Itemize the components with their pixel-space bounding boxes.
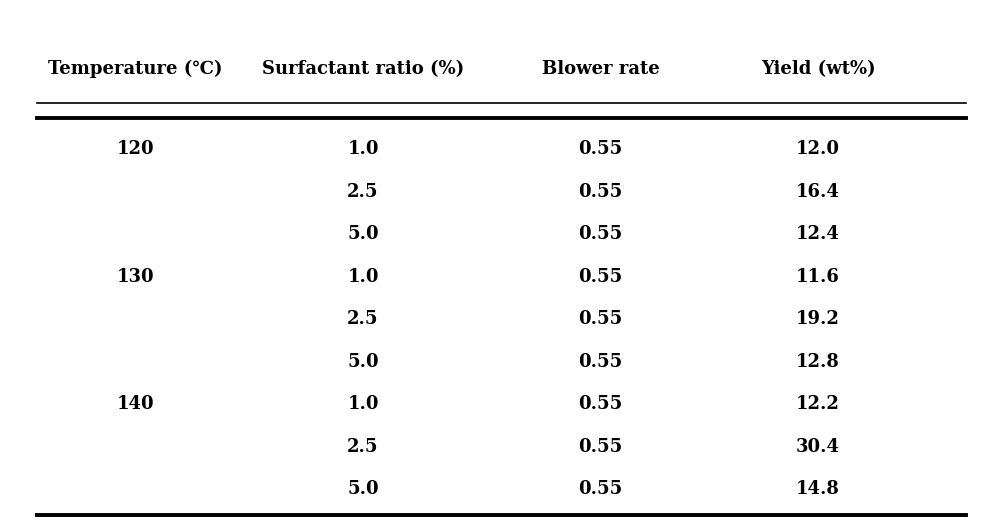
Text: 140: 140 — [116, 395, 154, 413]
Text: 11.6: 11.6 — [796, 268, 839, 286]
Text: 0.55: 0.55 — [578, 226, 622, 244]
Text: 0.55: 0.55 — [578, 395, 622, 413]
Text: 0.55: 0.55 — [578, 140, 622, 159]
Text: 5.0: 5.0 — [347, 226, 379, 244]
Text: Blower rate: Blower rate — [541, 60, 658, 78]
Text: Yield (wt%): Yield (wt%) — [760, 60, 875, 78]
Text: 1.0: 1.0 — [347, 140, 379, 159]
Text: 12.2: 12.2 — [796, 395, 839, 413]
Text: 1.0: 1.0 — [347, 395, 379, 413]
Text: 0.55: 0.55 — [578, 480, 622, 498]
Text: 19.2: 19.2 — [796, 310, 839, 328]
Text: 130: 130 — [116, 268, 154, 286]
Text: 1.0: 1.0 — [347, 268, 379, 286]
Text: 12.8: 12.8 — [796, 353, 839, 371]
Text: 2.5: 2.5 — [347, 310, 379, 328]
Text: 12.0: 12.0 — [796, 140, 840, 159]
Text: 0.55: 0.55 — [578, 310, 622, 328]
Text: 30.4: 30.4 — [796, 438, 840, 456]
Text: 120: 120 — [116, 140, 154, 159]
Text: Surfactant ratio (%): Surfactant ratio (%) — [262, 60, 464, 78]
Text: 2.5: 2.5 — [347, 183, 379, 201]
Text: 2.5: 2.5 — [347, 438, 379, 456]
Text: 5.0: 5.0 — [347, 353, 379, 371]
Text: 5.0: 5.0 — [347, 480, 379, 498]
Text: Temperature (℃): Temperature (℃) — [48, 60, 222, 78]
Text: 0.55: 0.55 — [578, 353, 622, 371]
Text: 0.55: 0.55 — [578, 183, 622, 201]
Text: 12.4: 12.4 — [796, 226, 839, 244]
Text: 0.55: 0.55 — [578, 268, 622, 286]
Text: 16.4: 16.4 — [796, 183, 839, 201]
Text: 0.55: 0.55 — [578, 438, 622, 456]
Text: 14.8: 14.8 — [796, 480, 839, 498]
